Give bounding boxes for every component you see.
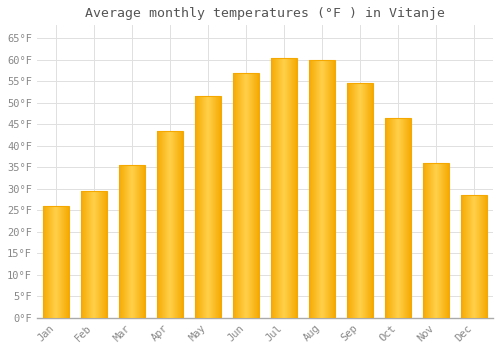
Bar (156, 131, 183, 318)
Bar (80, 191, 107, 318)
Bar (308, 60, 336, 318)
Bar (270, 57, 297, 318)
Bar (460, 195, 487, 318)
Bar (346, 83, 374, 318)
Bar (118, 165, 145, 318)
Bar (194, 96, 221, 318)
Title: Average monthly temperatures (°F ) in Vitanje: Average monthly temperatures (°F ) in Vi… (85, 7, 445, 20)
Bar (384, 118, 411, 318)
Bar (422, 163, 450, 318)
Bar (232, 72, 259, 318)
Bar (42, 206, 69, 318)
